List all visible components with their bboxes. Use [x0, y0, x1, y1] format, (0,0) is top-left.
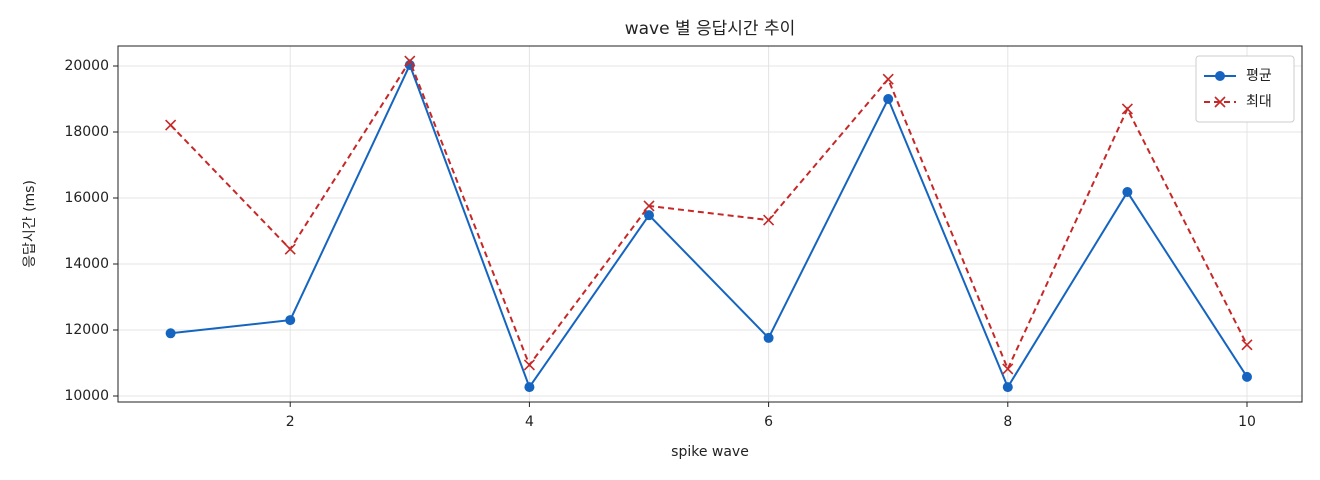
marker [404, 55, 416, 67]
y-tick-label: 16000 [64, 190, 109, 206]
marker [165, 119, 177, 131]
marker [644, 210, 655, 221]
y-tick-label: 14000 [64, 256, 109, 272]
legend-marker [1214, 96, 1226, 108]
grid [118, 46, 1302, 402]
legend-label: 최대 [1246, 94, 1272, 110]
marker [165, 328, 176, 339]
x-tick-label: 10 [1238, 414, 1256, 430]
plot-frame [117, 45, 1303, 403]
marker [763, 332, 774, 343]
y-axis-label: 응답시간 (ms) [22, 180, 38, 268]
x-tick-label: 6 [764, 414, 773, 430]
marker [1241, 371, 1252, 382]
marker [1121, 103, 1133, 115]
marker [284, 243, 296, 255]
marker [883, 93, 894, 104]
y-tick-label: 18000 [64, 124, 109, 140]
marker [1122, 187, 1133, 198]
marker [1002, 382, 1013, 393]
marker [1002, 363, 1014, 375]
x-tick-label: 2 [286, 414, 295, 430]
marker [643, 200, 655, 212]
x-axis-label: spike wave [671, 444, 749, 460]
legend-label: 평균 [1246, 68, 1272, 84]
series-line [169, 58, 1248, 372]
marker [524, 382, 535, 393]
y-tick-label: 12000 [64, 322, 109, 338]
marker [285, 315, 296, 326]
x-tick-label: 4 [525, 414, 534, 430]
y-tick-label: 10000 [64, 388, 109, 404]
marker [763, 214, 775, 226]
marker [1241, 339, 1253, 351]
x-tick-label: 8 [1003, 414, 1012, 430]
legend-marker [1215, 71, 1225, 81]
marker [523, 359, 535, 371]
legend-box [1195, 55, 1295, 123]
marker [882, 73, 894, 85]
y-tick-label: 20000 [64, 58, 109, 74]
chart-title: wave 별 응답시간 추이 [625, 19, 796, 39]
series-line [170, 62, 1248, 390]
